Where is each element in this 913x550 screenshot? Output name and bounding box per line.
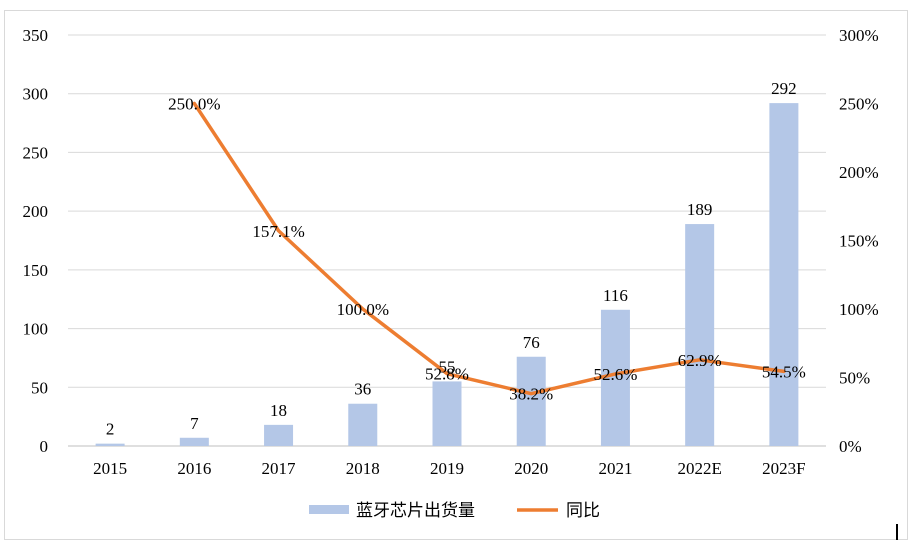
bar-label: 189 (687, 200, 713, 219)
x-axis-ticks: 2015 2016 2017 2018 2019 2020 2021 2022E 2023F (93, 459, 806, 478)
legend: 蓝牙芯片出货量 同比 (309, 501, 600, 520)
line-label: 100.0% (337, 300, 389, 319)
x-tick-label: 2018 (346, 459, 380, 478)
x-tick-label: 2021 (598, 459, 632, 478)
left-tick-label: 50 (31, 378, 48, 397)
right-tick-label: 200% (839, 163, 879, 182)
chart-frame (4, 10, 908, 540)
bar-label: 7 (190, 414, 199, 433)
legend-line-label: 同比 (566, 501, 600, 520)
bar-label: 36 (354, 380, 371, 399)
right-tick-label: 0% (839, 437, 862, 456)
bar-2020 (516, 356, 546, 446)
x-tick-label: 2020 (514, 459, 548, 478)
bar-2023F (769, 103, 799, 446)
right-tick-label: 150% (839, 232, 879, 251)
line-label: 38.2% (509, 385, 553, 404)
right-axis-ticks: 0% 50% 100% 150% 200% 250% 300% (839, 26, 879, 456)
bar-2019 (432, 381, 462, 446)
bar-label: 76 (523, 333, 540, 352)
left-tick-label: 300 (23, 85, 49, 104)
x-tick-label: 2015 (93, 459, 127, 478)
legend-bar-swatch (309, 505, 349, 514)
x-tick-label: 2022E (677, 459, 721, 478)
x-tick-label: 2016 (177, 459, 211, 478)
x-tick-label: 2023F (762, 459, 805, 478)
line-label: 52.6% (593, 365, 637, 384)
bar-label: 2 (106, 420, 115, 439)
line-label: 52.8% (425, 365, 469, 384)
bar-label: 292 (771, 79, 797, 98)
left-tick-label: 100 (23, 320, 49, 339)
bar-2015 (95, 443, 125, 446)
line-label: 250.0% (168, 95, 220, 114)
bar-2017 (264, 424, 294, 446)
bar-series (95, 103, 799, 446)
right-tick-label: 300% (839, 26, 879, 45)
edge-mark (896, 524, 898, 540)
left-tick-label: 0 (40, 437, 49, 456)
bar-data-labels: 2 7 18 36 55 76 116 189 292 (106, 79, 797, 439)
left-tick-label: 350 (23, 26, 49, 45)
left-tick-label: 250 (23, 143, 49, 162)
x-tick-label: 2017 (262, 459, 297, 478)
bar-2018 (348, 403, 378, 446)
line-label: 62.9% (678, 351, 722, 370)
bar-label: 55 (439, 357, 456, 376)
right-tick-label: 250% (839, 95, 879, 114)
bar-label: 18 (270, 401, 287, 420)
left-axis-ticks: 0 50 100 150 200 250 300 350 (23, 26, 49, 456)
right-tick-label: 50% (839, 369, 870, 388)
x-tick-label: 2019 (430, 459, 464, 478)
bar-2016 (179, 437, 209, 446)
legend-bar-label: 蓝牙芯片出货量 (356, 501, 475, 520)
line-series (192, 101, 786, 396)
line-data-labels: 250.0% 157.1% 100.0% 52.8% 38.2% 52.6% 62.9% 54… (168, 95, 806, 404)
bar-label: 116 (603, 286, 628, 305)
line-label: 54.5% (762, 362, 806, 381)
growth-line (192, 101, 786, 396)
left-tick-label: 150 (23, 261, 49, 280)
left-tick-label: 200 (23, 202, 49, 221)
line-label: 157.1% (252, 222, 304, 241)
right-tick-label: 100% (839, 300, 879, 319)
bar-2022E (685, 224, 715, 446)
